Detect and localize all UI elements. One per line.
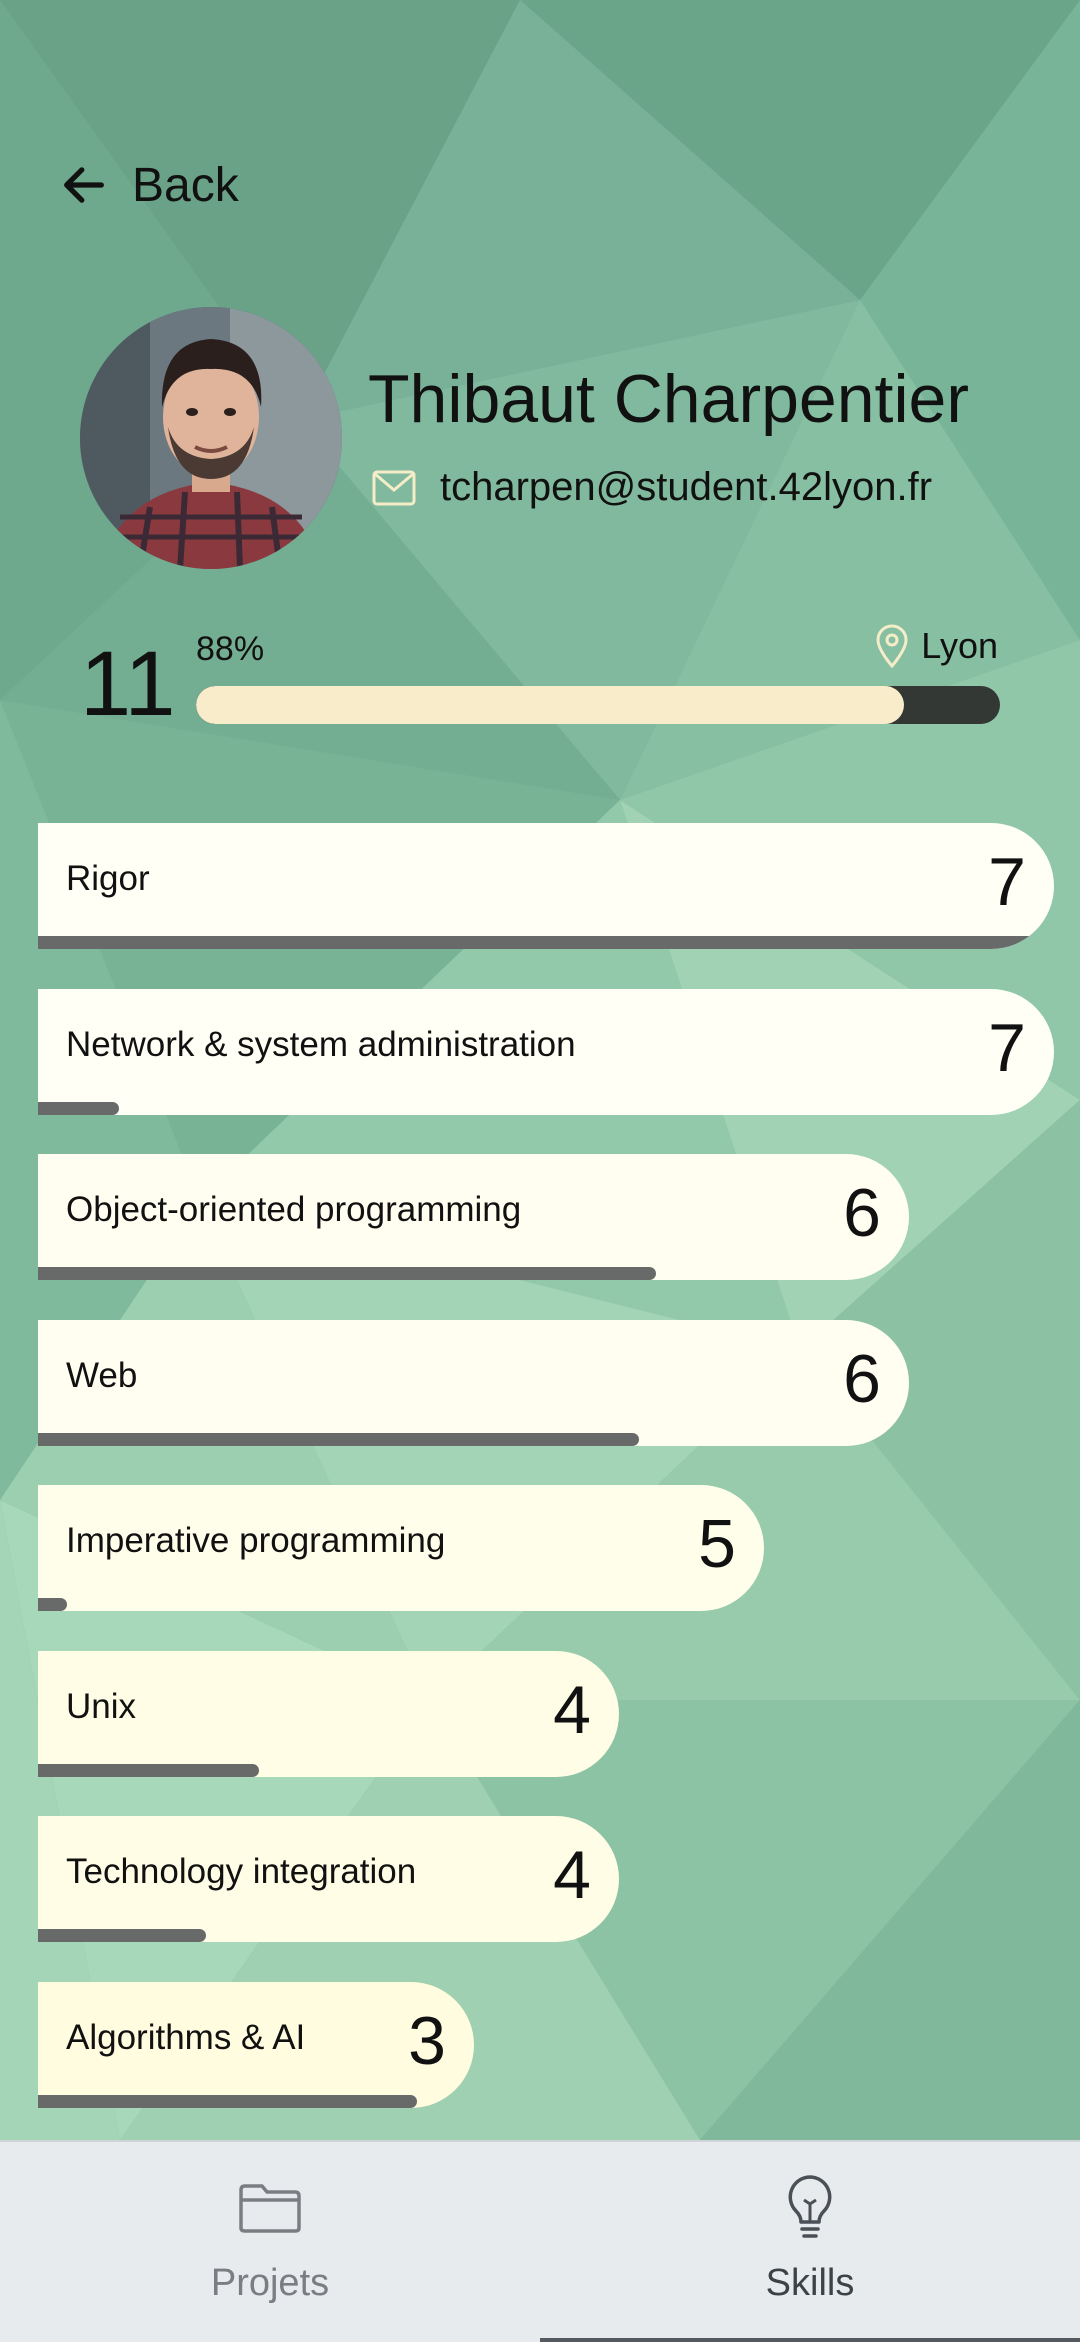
skill-level: 6 xyxy=(843,1340,881,1417)
folder-icon xyxy=(239,2184,301,2233)
active-tab-indicator xyxy=(540,2338,1080,2342)
skill-level: 4 xyxy=(553,1837,591,1913)
back-label: Back xyxy=(132,158,239,212)
skill-name: Algorithms & AI xyxy=(66,2017,306,2057)
mail-icon xyxy=(372,470,416,505)
level-progress-fill xyxy=(196,686,904,724)
skill-level: 6 xyxy=(843,1175,881,1251)
level-progress-bar xyxy=(196,686,1000,724)
location-pin-icon xyxy=(876,624,908,668)
skill-progress-bar xyxy=(38,936,1044,949)
skill-level: 5 xyxy=(698,1506,736,1582)
skill-item: Network & system administration 7 xyxy=(38,988,1054,1115)
skill-name: Rigor xyxy=(66,859,150,898)
skill-item: Algorithms & AI 3 xyxy=(38,1981,474,2108)
skill-level: 3 xyxy=(408,2002,446,2079)
profile-name: Thibaut Charpentier xyxy=(368,361,970,437)
skill-progress-bar xyxy=(38,1598,67,1611)
skill-progress-bar xyxy=(38,1929,206,1942)
skill-item: Rigor 7 xyxy=(38,823,1054,949)
tab-skills[interactable]: Skills xyxy=(540,2142,1080,2342)
skill-level: 4 xyxy=(553,1671,591,1748)
tab-projets[interactable]: Projets xyxy=(0,2142,540,2342)
skill-name: Unix xyxy=(66,1686,137,1726)
skill-progress-bar xyxy=(38,1267,656,1280)
skill-level: 7 xyxy=(988,1009,1026,1086)
avatar xyxy=(80,307,342,569)
level-progress-label: 88% xyxy=(196,630,265,668)
skill-progress-bar xyxy=(38,1763,259,1777)
skill-progress-bar xyxy=(38,1101,119,1115)
tab-projets-label: Projets xyxy=(210,2262,330,2304)
email-row: tcharpen@student.42lyon.fr xyxy=(372,465,932,510)
skill-progress-bar xyxy=(38,2094,417,2108)
tab-skills-label: Skills xyxy=(765,2262,855,2304)
skill-name: Object-oriented programming xyxy=(66,1190,522,1229)
back-button[interactable]: Back xyxy=(58,150,239,220)
skill-item: Technology integration 4 xyxy=(38,1816,619,1942)
bottom-nav: Projets Skills xyxy=(0,2140,1080,2342)
skill-name: Web xyxy=(66,1355,138,1395)
arrow-left-icon xyxy=(64,167,104,203)
profile-level: 11 xyxy=(80,633,176,735)
location-city: Lyon xyxy=(921,625,998,666)
skill-item: Imperative programming 5 xyxy=(38,1485,764,1611)
profile-email: tcharpen@student.42lyon.fr xyxy=(440,465,933,509)
lightbulb-icon xyxy=(788,2175,832,2238)
skill-progress-bar xyxy=(38,1432,639,1446)
skill-item: Web 6 xyxy=(38,1319,909,1446)
skill-name: Imperative programming xyxy=(66,1521,446,1560)
location: Lyon xyxy=(875,624,998,668)
skill-item: Object-oriented programming 6 xyxy=(38,1154,909,1280)
skill-level: 7 xyxy=(988,844,1026,920)
skill-name: Network & system administration xyxy=(66,1024,576,1064)
skill-name: Technology integration xyxy=(66,1852,417,1891)
skill-item: Unix 4 xyxy=(38,1650,619,1777)
